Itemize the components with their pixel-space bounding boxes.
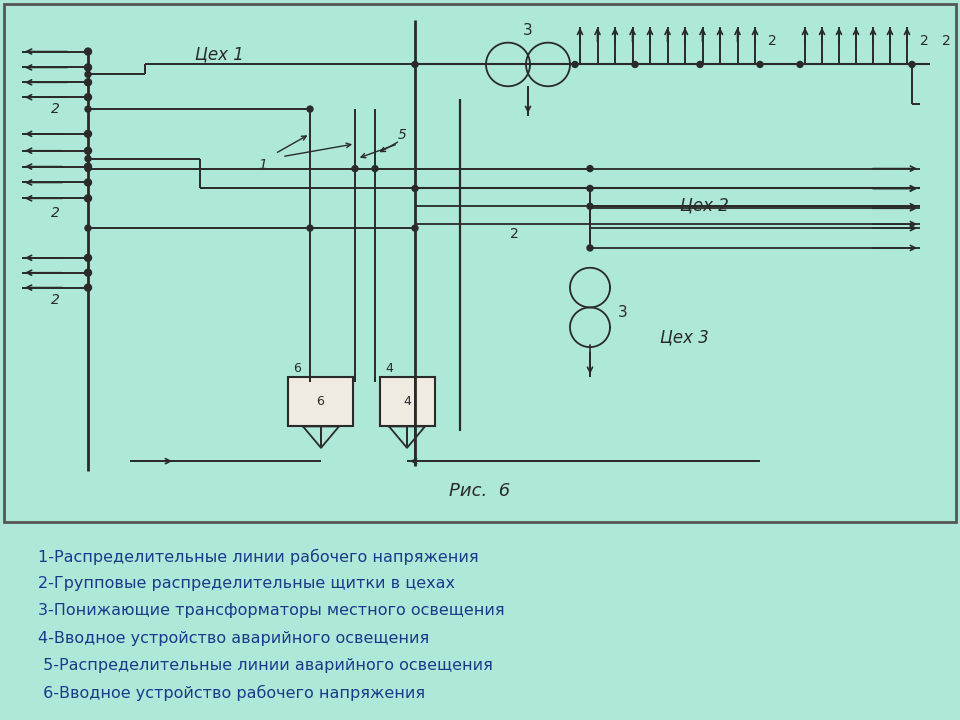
- Text: 6: 6: [293, 362, 300, 375]
- Text: 5-Распределительные линии аварийного освещения: 5-Распределительные линии аварийного осв…: [38, 658, 493, 672]
- Circle shape: [909, 61, 915, 68]
- Text: 3: 3: [618, 305, 628, 320]
- Text: 3: 3: [523, 23, 533, 37]
- Circle shape: [412, 225, 418, 231]
- Text: 2: 2: [920, 34, 928, 48]
- Circle shape: [587, 203, 593, 210]
- Text: Цех 3: Цех 3: [660, 328, 708, 346]
- Text: 2: 2: [51, 102, 60, 116]
- Circle shape: [85, 71, 91, 77]
- Circle shape: [85, 225, 91, 231]
- Text: 1: 1: [258, 158, 267, 171]
- Circle shape: [84, 195, 91, 202]
- Circle shape: [84, 269, 91, 276]
- Circle shape: [587, 166, 593, 171]
- Text: 2: 2: [51, 294, 60, 307]
- Text: 2: 2: [942, 34, 950, 48]
- Circle shape: [84, 148, 91, 154]
- Circle shape: [352, 166, 358, 171]
- Circle shape: [84, 130, 91, 138]
- Circle shape: [84, 284, 91, 291]
- Circle shape: [85, 166, 91, 171]
- Circle shape: [572, 61, 578, 68]
- Text: 1-Распределительные линии рабочего напряжения: 1-Распределительные линии рабочего напря…: [38, 549, 479, 565]
- Text: Цех 1: Цех 1: [195, 45, 244, 63]
- Circle shape: [372, 166, 378, 171]
- Text: 3-Понижающие трансформаторы местного освещения: 3-Понижающие трансформаторы местного осв…: [38, 603, 505, 618]
- Circle shape: [587, 186, 593, 192]
- Circle shape: [697, 61, 703, 68]
- Circle shape: [412, 186, 418, 192]
- Text: 5: 5: [398, 128, 407, 142]
- Circle shape: [84, 254, 91, 261]
- Circle shape: [412, 61, 418, 68]
- Bar: [288, 377, 353, 426]
- Text: Рис.  6: Рис. 6: [449, 482, 511, 500]
- Circle shape: [587, 245, 593, 251]
- Text: 4-Вводное устройство аварийного освещения: 4-Вводное устройство аварийного освещени…: [38, 631, 430, 646]
- Circle shape: [84, 163, 91, 170]
- Circle shape: [757, 61, 763, 68]
- Text: Цех 2: Цех 2: [680, 197, 729, 215]
- Circle shape: [307, 225, 313, 231]
- Circle shape: [84, 48, 91, 55]
- Circle shape: [85, 106, 91, 112]
- Text: 4: 4: [385, 362, 393, 375]
- Text: 4: 4: [403, 395, 412, 408]
- Text: 2: 2: [51, 206, 60, 220]
- Text: 2-Групповые распределительные щитки в цехах: 2-Групповые распределительные щитки в це…: [38, 576, 455, 591]
- Circle shape: [307, 106, 313, 112]
- Bar: [380, 377, 435, 426]
- Text: 2: 2: [510, 227, 518, 241]
- Text: 6-Вводное устройство рабочего напряжения: 6-Вводное устройство рабочего напряжения: [38, 685, 425, 701]
- Circle shape: [84, 64, 91, 71]
- Circle shape: [85, 156, 91, 162]
- Circle shape: [797, 61, 803, 68]
- Circle shape: [84, 94, 91, 101]
- Circle shape: [84, 79, 91, 86]
- Circle shape: [632, 61, 638, 68]
- Text: 6: 6: [317, 395, 324, 408]
- Text: 2: 2: [768, 34, 777, 48]
- Circle shape: [84, 179, 91, 186]
